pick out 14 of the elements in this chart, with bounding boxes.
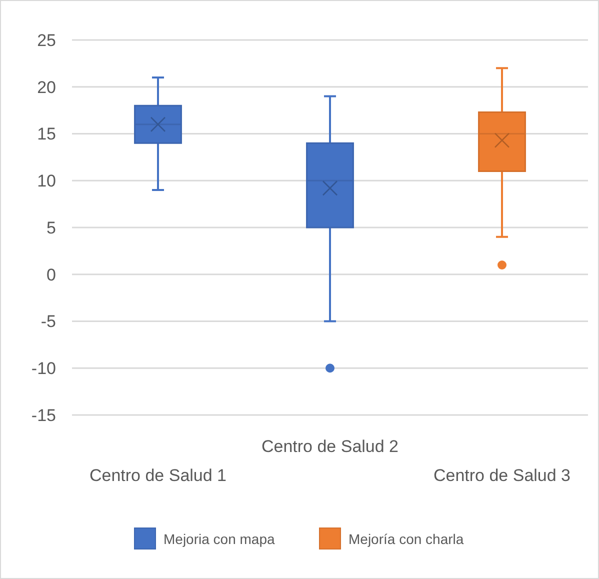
x-tick-label: Centro de Salud 3 xyxy=(433,466,571,485)
y-tick-label: 20 xyxy=(37,78,56,97)
y-tick-label: -10 xyxy=(31,359,56,378)
y-tick-label: 5 xyxy=(46,218,56,238)
y-tick-label: 0 xyxy=(46,265,56,284)
y-tick-label: 15 xyxy=(37,124,56,144)
y-tick-label: -5 xyxy=(40,312,56,332)
x-tick-label: Centro de Salud 1 xyxy=(89,466,227,485)
x-tick-label: Centro de Salud 2 xyxy=(261,437,399,456)
y-tick-label: 25 xyxy=(37,30,56,50)
y-tick-label: 10 xyxy=(37,172,56,191)
y-tick-label: -15 xyxy=(31,406,56,425)
legend-label: Mejoria con mapa xyxy=(164,530,275,547)
legend-label: Mejoría con charla xyxy=(348,530,464,547)
